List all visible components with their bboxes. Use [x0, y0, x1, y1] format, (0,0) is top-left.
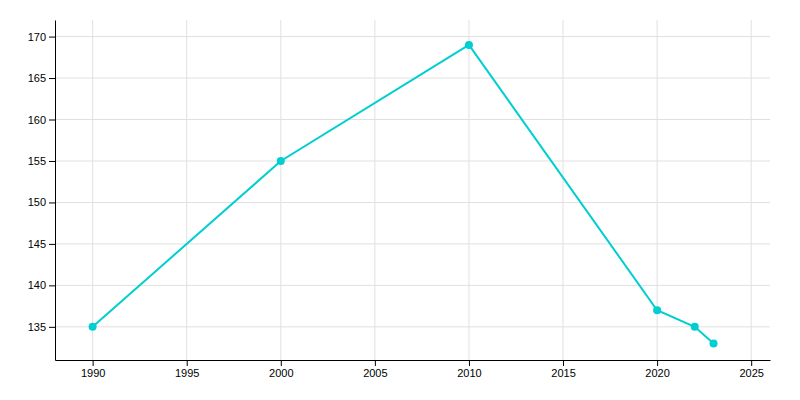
point	[277, 157, 285, 165]
grid-line-y	[55, 202, 770, 203]
tick-label: 140	[28, 279, 46, 291]
tick: 2020	[645, 360, 669, 379]
grid-line-y	[55, 285, 770, 286]
tick-mark	[49, 161, 55, 162]
tick-label: 2005	[363, 367, 387, 379]
tick-mark	[49, 327, 55, 328]
tick-mark	[93, 360, 94, 366]
grid-line-x	[92, 20, 93, 360]
tick-label: 165	[28, 72, 46, 84]
point	[89, 323, 97, 331]
grid-line-x	[468, 20, 469, 360]
grid-line-x	[751, 20, 752, 360]
grid-line-x	[374, 20, 375, 360]
tick-label: 2015	[551, 367, 575, 379]
tick-label: 160	[28, 114, 46, 126]
tick-mark	[657, 360, 658, 366]
tick-label: 170	[28, 31, 46, 43]
tick-mark	[281, 360, 282, 366]
y-axis: 135 140 145 150 155 160 165 170	[28, 21, 56, 361]
point	[465, 41, 473, 49]
tick: 165	[28, 72, 55, 84]
grid-line-y	[55, 78, 770, 79]
tick-label: 1990	[81, 367, 105, 379]
tick: 2000	[269, 360, 293, 379]
tick-mark	[187, 360, 188, 366]
tick: 1990	[81, 360, 105, 379]
tick-label: 155	[28, 155, 46, 167]
tick-label: 2020	[645, 367, 669, 379]
chart: 1990 1995 2000 2005 2010 2015 2020 2025 135 140 14…	[0, 0, 800, 400]
series	[89, 41, 718, 348]
tick: 1995	[175, 360, 199, 379]
tick: 2010	[457, 360, 481, 379]
tick: 170	[28, 31, 55, 43]
grid-line-x	[563, 20, 564, 360]
line	[93, 45, 714, 344]
tick-mark	[49, 78, 55, 79]
grid-line-y	[55, 36, 770, 37]
point	[653, 306, 661, 314]
tick-mark	[49, 37, 55, 38]
axis-line	[56, 360, 771, 361]
tick: 155	[28, 155, 55, 167]
tick: 150	[28, 196, 55, 208]
tick-mark	[469, 360, 470, 366]
grid-line-x	[280, 20, 281, 360]
tick-label: 135	[28, 321, 46, 333]
grid-line-y	[55, 160, 770, 161]
tick: 135	[28, 321, 55, 333]
point	[691, 323, 699, 331]
axis-line	[55, 21, 56, 361]
tick-label: 2025	[739, 367, 763, 379]
tick-mark	[751, 360, 752, 366]
point	[710, 339, 718, 347]
tick-mark	[375, 360, 376, 366]
tick-label: 150	[28, 196, 46, 208]
tick-label: 2010	[457, 367, 481, 379]
tick-mark	[563, 360, 564, 366]
tick-label: 1995	[175, 367, 199, 379]
tick-mark	[49, 120, 55, 121]
tick-label: 145	[28, 238, 46, 250]
tick: 145	[28, 238, 55, 250]
grid-line-x	[186, 20, 187, 360]
grid-line-y	[55, 243, 770, 244]
tick-mark	[49, 244, 55, 245]
tick: 140	[28, 279, 55, 291]
plot-area: 1990 1995 2000 2005 2010 2015 2020 2025 135 140 14…	[28, 20, 771, 379]
grid-line-y	[55, 119, 770, 120]
tick: 2015	[551, 360, 575, 379]
grid-line-y	[55, 326, 770, 327]
x-axis: 1990 1995 2000 2005 2010 2015 2020 2025	[56, 360, 771, 379]
tick-label: 2000	[269, 367, 293, 379]
tick-mark	[49, 285, 55, 286]
tick: 2025	[739, 360, 763, 379]
grid	[55, 20, 770, 360]
tick: 160	[28, 114, 55, 126]
tick-mark	[49, 202, 55, 203]
tick: 2005	[363, 360, 387, 379]
